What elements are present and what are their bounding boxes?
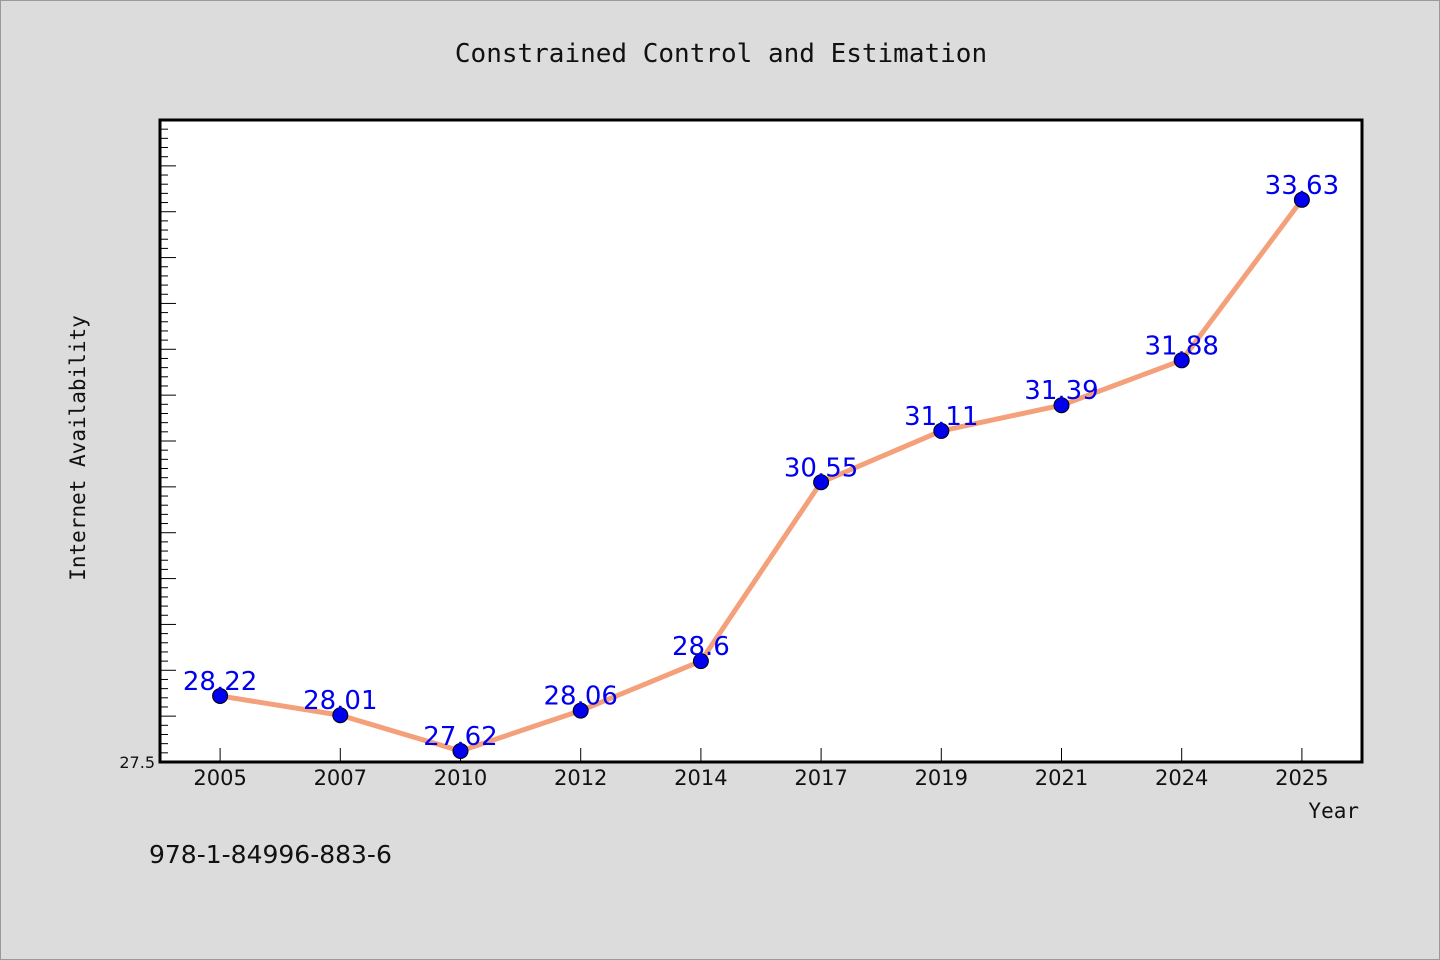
data-label: 28.6 — [672, 632, 730, 662]
data-point — [452, 742, 469, 759]
data-label: 31.39 — [1024, 376, 1098, 406]
x-tick-label: 2024 — [1155, 766, 1208, 790]
x-tick-label: 2017 — [794, 766, 847, 790]
data-label: 33.63 — [1265, 171, 1339, 201]
data-label: 28.01 — [303, 686, 377, 716]
data-point — [212, 687, 229, 704]
x-tick-label: 2014 — [674, 766, 727, 790]
x-tick-label: 2021 — [1035, 766, 1088, 790]
series-line — [217, 197, 1305, 754]
data-point — [332, 707, 349, 724]
y-tick-label: 27.5 — [119, 753, 155, 772]
data-point — [813, 474, 830, 491]
footer-isbn: 978-1-84996-883-6 — [149, 840, 392, 869]
x-tick-label: 2005 — [193, 766, 246, 790]
x-tick-label: 2010 — [434, 766, 487, 790]
x-tick-label: 2007 — [314, 766, 367, 790]
data-label: 31.88 — [1144, 331, 1218, 361]
y-axis-ticks: 27.5 — [119, 128, 176, 772]
x-tick-label: 2019 — [915, 766, 968, 790]
data-point — [1293, 191, 1310, 208]
data-point — [1053, 397, 1070, 414]
x-tick-label: 2012 — [554, 766, 607, 790]
series-group: 28.22 28.01 27.62 28.06 28.6 30.55 31.11 31.39 3… — [183, 171, 1339, 759]
data-label: 28.22 — [183, 667, 257, 697]
data-point — [933, 422, 950, 439]
data-label: 27.62 — [423, 722, 497, 752]
x-axis-ticks: 2005 2007 2010 2012 2014 2017 2019 2021 2024 2025 — [193, 748, 1329, 790]
chart-title: Constrained Control and Estimation — [455, 39, 987, 69]
data-point — [572, 702, 589, 719]
data-label: 30.55 — [784, 453, 858, 483]
x-axis-label: Year — [1308, 799, 1359, 823]
data-point — [1173, 352, 1190, 369]
y-axis-label: Internet Availability — [66, 315, 90, 581]
data-point — [692, 653, 709, 670]
data-label: 31.11 — [904, 402, 978, 432]
x-tick-label: 2025 — [1275, 766, 1328, 790]
data-label: 28.06 — [543, 682, 617, 712]
plot-area — [158, 118, 1364, 764]
